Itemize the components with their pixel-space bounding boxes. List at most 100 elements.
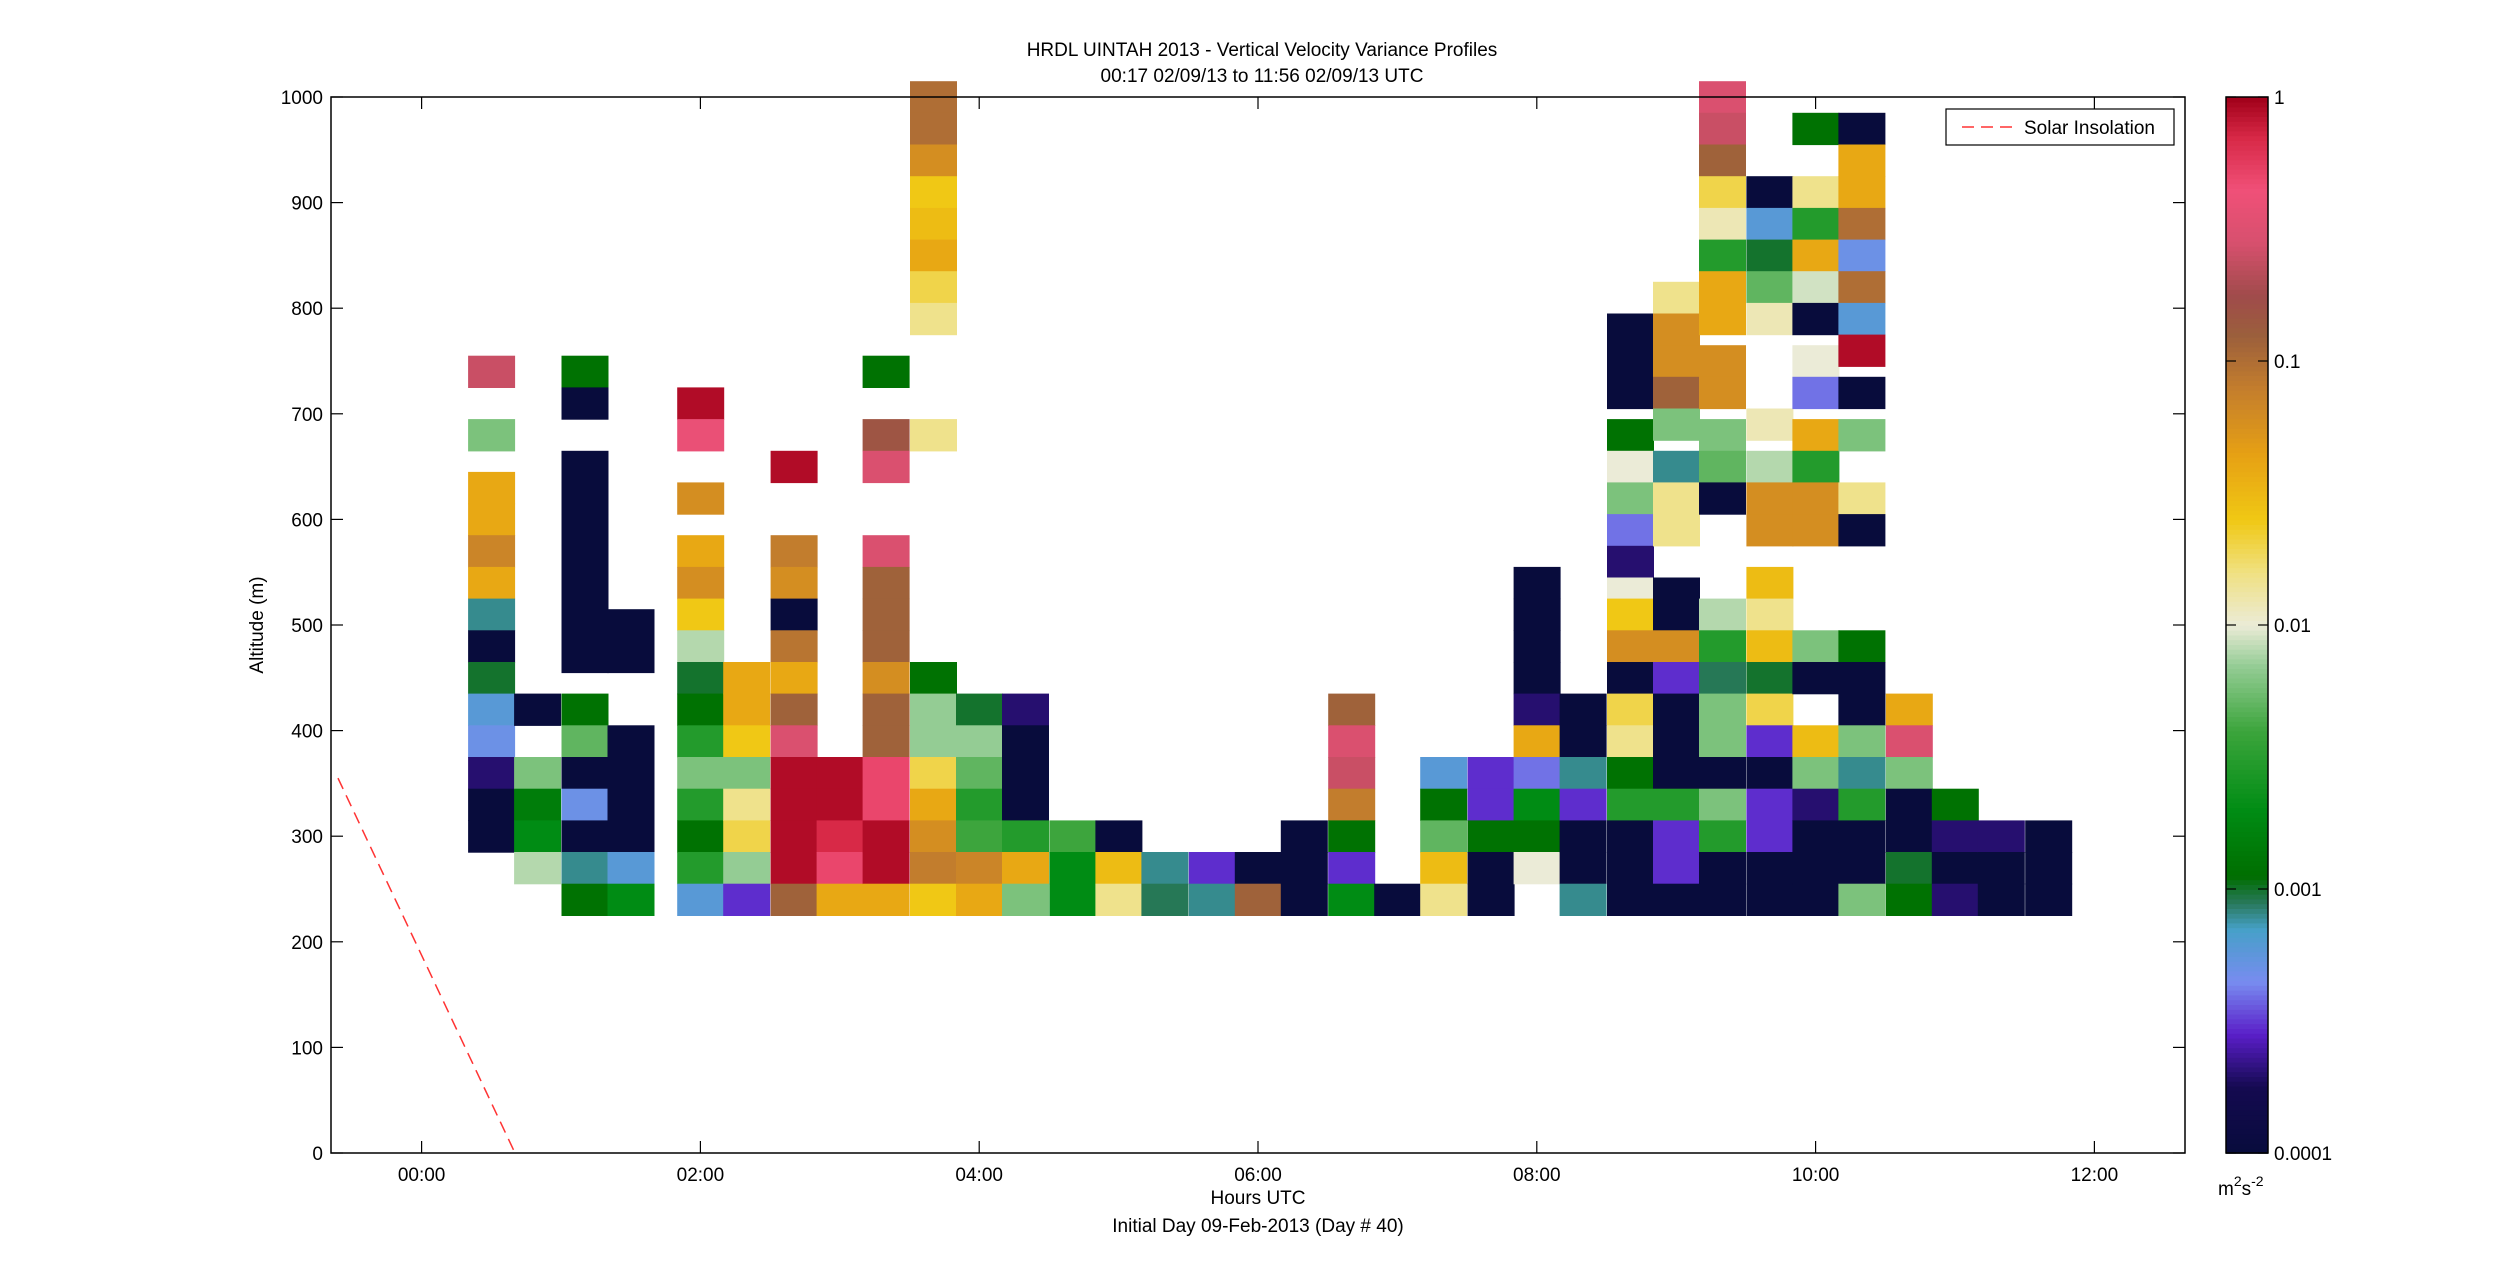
heatmap-cell [677, 693, 725, 726]
colorbar-segment [2226, 303, 2268, 309]
colorbar-segment [2226, 629, 2268, 636]
heatmap-cell [1002, 757, 1049, 790]
colorbar-segment [2226, 759, 2268, 765]
colorbar-segment [2226, 701, 2268, 708]
colorbar-segment [2226, 380, 2268, 386]
colorbar-segment [2226, 538, 2268, 545]
colorbar-segment [2226, 173, 2268, 180]
colorbar-segment [2226, 1095, 2268, 1101]
heatmap-cell [1607, 545, 1654, 579]
colorbar-segment [2226, 802, 2268, 809]
colorbar-segment [2226, 639, 2268, 645]
colorbar-ticks: 1 0.1 0.01 0.001 0.0001 [2226, 88, 2332, 1165]
heatmap-cell [816, 852, 864, 885]
colorbar-segment [2226, 116, 2268, 122]
colorbar-gradient [2226, 97, 2268, 1154]
colorbar-segment [2226, 1018, 2268, 1025]
heatmap-cell [607, 640, 655, 674]
heatmap-cell [561, 609, 609, 642]
heatmap-cell [816, 820, 864, 853]
colorbar-segment [2226, 1076, 2268, 1082]
heatmap-cell [1467, 788, 1515, 821]
heatmap-cell [770, 788, 818, 821]
heatmap-cell [1002, 725, 1049, 758]
heatmap-cell [862, 450, 910, 484]
colorbar-segment [2226, 956, 2268, 962]
y-tick-label: 500 [291, 616, 323, 637]
colorbar-segment [2226, 841, 2268, 847]
heatmap-cell [1792, 852, 1840, 885]
heatmap-cell [1607, 376, 1654, 410]
heatmap-cell [1653, 630, 1700, 663]
heatmap-cell [956, 820, 1003, 853]
heatmap-cell [561, 545, 609, 579]
colorbar-segment [2226, 620, 2268, 626]
heatmap-cell [862, 566, 910, 600]
heatmap-cell [1699, 376, 1746, 410]
heatmap-cell [910, 693, 957, 726]
heatmap-cell [862, 355, 910, 388]
heatmap-cell [862, 419, 910, 452]
colorbar-segment [2226, 389, 2268, 396]
colorbar-segment [2226, 533, 2268, 540]
heatmap-cell [862, 852, 910, 885]
heatmap-cell [1607, 788, 1654, 821]
y-tick-label: 400 [291, 722, 323, 743]
heatmap-cell [910, 112, 957, 146]
heatmap-cell [1699, 176, 1746, 209]
heatmap-cell [561, 355, 609, 388]
heatmap-cell [468, 788, 516, 821]
colorbar-segment [2226, 1148, 2268, 1154]
colorbar-segment [2226, 749, 2268, 756]
heatmap-cell [770, 630, 818, 663]
colorbar-tick-label: 0.001 [2274, 880, 2322, 901]
heatmap-cell [1838, 376, 1886, 410]
heatmap-cell [1838, 820, 1886, 853]
heatmap-cell [1513, 852, 1561, 885]
heatmap-cell [2025, 883, 2073, 916]
heatmap-cell [468, 662, 516, 695]
heatmap-cell [1699, 820, 1746, 853]
heatmap-cell [1838, 419, 1886, 452]
heatmap-cell [1885, 788, 1933, 821]
colorbar-segment [2226, 721, 2268, 727]
y-axis: 0 100 200 300 400 500 600 700 800 900 1000 [281, 88, 2185, 1165]
colorbar-segment [2226, 154, 2268, 161]
heatmap-cell [1792, 788, 1840, 821]
colorbar-segment [2226, 529, 2268, 535]
heatmap-cell [816, 757, 864, 790]
colorbar-segment [2226, 845, 2268, 852]
heatmap-cell [816, 883, 864, 916]
colorbar-tick-label: 0.01 [2274, 616, 2311, 637]
colorbar-segment [2226, 1066, 2268, 1073]
heatmap-cell [770, 693, 818, 726]
colorbar-segment [2226, 394, 2268, 401]
heatmap-cell [1420, 820, 1468, 853]
heatmap-cell [1280, 820, 1328, 853]
heatmap-cell [677, 482, 725, 515]
colorbar-segment [2226, 889, 2268, 895]
colorbar-segment [2226, 1052, 2268, 1058]
heatmap-cell [468, 820, 516, 853]
colorbar-segment [2226, 476, 2268, 482]
heatmap-cell [1328, 820, 1376, 853]
heatmap-cell [561, 757, 609, 790]
y-tick-label: 200 [291, 933, 323, 954]
colorbar-segment [2226, 433, 2268, 439]
heatmap-cell [1699, 662, 1746, 695]
heatmap-cell [677, 852, 725, 885]
heatmap-cell [514, 788, 562, 821]
heatmap-cell [561, 852, 609, 885]
colorbar-segment [2226, 903, 2268, 909]
colorbar-segment [2226, 807, 2268, 813]
heatmap-cell [1792, 450, 1840, 484]
heatmap-cell [1002, 693, 1049, 726]
heatmap-cell [1699, 144, 1746, 177]
heatmap-cells [468, 81, 2073, 916]
colorbar-segment [2226, 860, 2268, 866]
heatmap-cell [1234, 883, 1282, 916]
heatmap-cell [1420, 788, 1468, 821]
heatmap-cell [770, 535, 818, 568]
colorbar-segment [2226, 1057, 2268, 1063]
colorbar-segment [2226, 236, 2268, 242]
